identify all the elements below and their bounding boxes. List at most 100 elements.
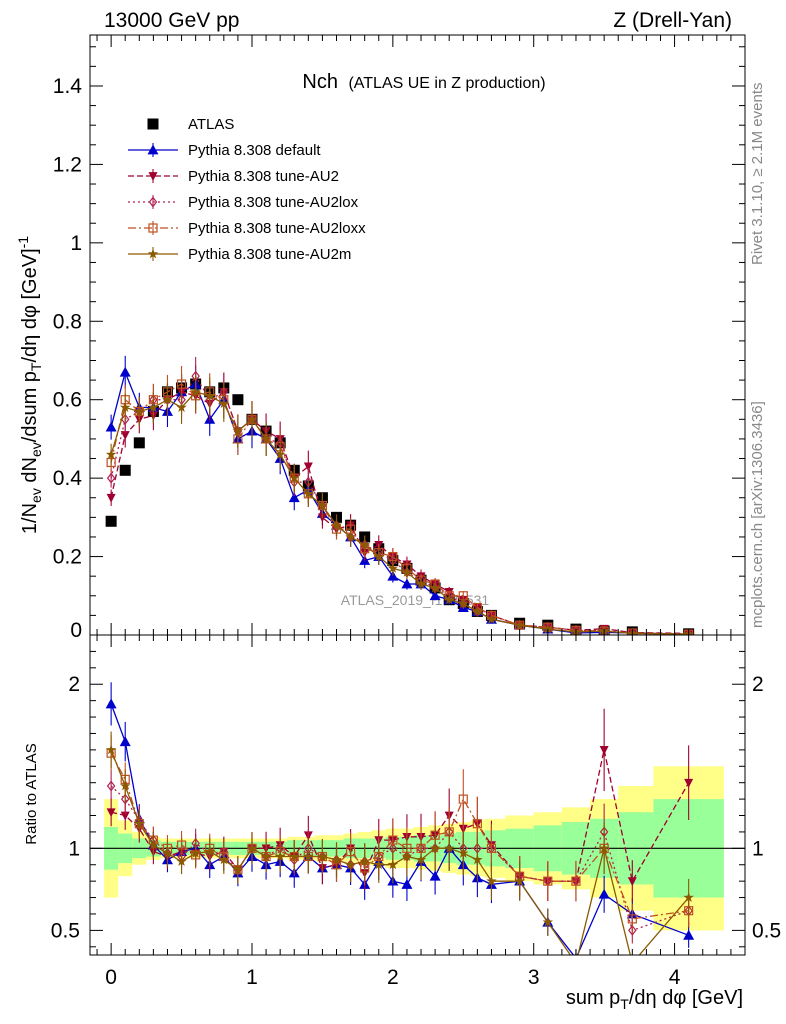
legend-marker <box>148 196 158 208</box>
ratio-point <box>429 870 441 881</box>
main-point <box>542 623 553 634</box>
ratio-point <box>106 780 116 792</box>
ratio-point <box>260 851 272 861</box>
main-point <box>514 619 525 630</box>
y-tick-label: 0.6 <box>53 389 82 412</box>
main-point <box>458 598 469 609</box>
main-point <box>260 433 272 444</box>
x-tick-label: 4 <box>669 966 681 989</box>
x-tick-label: 2 <box>387 966 399 989</box>
rivet-label: Rivet 3.1.10, ≥ 2.1M events <box>749 83 766 266</box>
ratio-point <box>176 856 187 866</box>
legend-item: ATLAS <box>147 116 234 133</box>
ratio-point <box>289 851 300 861</box>
ratio-frame <box>89 634 746 956</box>
ratio-point <box>119 736 131 747</box>
header-right: Z (Drell-Yan) <box>613 9 732 32</box>
legend-marker <box>148 172 158 181</box>
ratio-point <box>246 842 258 853</box>
main-point <box>106 472 116 484</box>
main-point <box>388 551 398 562</box>
main-point <box>119 366 131 377</box>
legend-marker <box>147 248 159 259</box>
ratio-point <box>345 859 356 870</box>
ratio-series-line <box>110 752 689 920</box>
ratio-point <box>571 876 581 886</box>
legend-label: Pythia 8.308 tune-AU2m <box>188 246 351 263</box>
ratio-point <box>162 847 173 858</box>
ratio-point <box>120 780 131 791</box>
ratio-series-line <box>110 749 690 955</box>
main-series-line <box>110 383 689 635</box>
legend-marker <box>147 118 159 130</box>
main-point <box>119 464 131 476</box>
chart-title: Nch <box>302 71 338 93</box>
ratio-point <box>628 924 637 936</box>
main-point <box>401 578 413 589</box>
ratio-point <box>105 744 117 755</box>
legend-label: Pythia 8.308 tune-AU2loxx <box>188 220 366 237</box>
axes-group: 0 1 2 3 4 0.2 0.4 0.6 0.8 1 1.2 1.4 0 0.5 0.5 1 1 2 2 <box>51 34 781 989</box>
main-point <box>105 449 117 460</box>
ratio-point <box>106 808 116 818</box>
main-point <box>303 488 314 499</box>
y-tick-label: 0.4 <box>53 467 83 490</box>
main-point <box>387 562 399 573</box>
main-point <box>387 570 399 581</box>
main-point <box>232 425 244 436</box>
x-tick-label: 3 <box>528 966 540 989</box>
main-point <box>106 493 116 503</box>
legend-item: Pythia 8.308 tune-AU2m <box>128 246 351 263</box>
legend-label: Pythia 8.308 default <box>188 142 321 159</box>
ratio-point <box>458 847 469 858</box>
main-point <box>429 590 441 601</box>
ratio-y-tick-label-right: 1 <box>752 837 764 860</box>
main-point <box>246 413 258 424</box>
main-point <box>218 398 229 409</box>
main-series-line <box>110 391 689 635</box>
main-ylabel: 1/Nev dNev/dsum pT/dη dφ [GeV]-1 <box>15 236 44 534</box>
ratio-point <box>598 888 610 899</box>
main-point <box>133 437 145 449</box>
ratio-series-line <box>110 785 689 932</box>
main-point <box>176 379 187 389</box>
main-point <box>134 406 145 416</box>
main-point <box>317 500 328 510</box>
ratio-point <box>472 854 483 865</box>
ratio-point <box>514 875 525 886</box>
ratio-point <box>232 864 244 875</box>
ratio-series-line <box>110 703 689 955</box>
ratio-point <box>486 843 497 853</box>
main-point <box>288 492 300 503</box>
main-point <box>289 472 300 483</box>
main-series-line <box>110 374 689 635</box>
y-tick-label: 1 <box>70 232 82 255</box>
ratio-ylabel: Ratio to ATLAS <box>23 743 40 844</box>
y-tick-label: 1.2 <box>53 153 82 176</box>
ratio-point <box>134 818 145 829</box>
main-point <box>120 413 130 425</box>
main-point <box>373 551 384 561</box>
legend-label: ATLAS <box>188 116 234 133</box>
legend: ATLAS Pythia 8.308 default Pythia 8.308 tu… <box>128 116 366 263</box>
ratio-point <box>387 859 399 870</box>
main-point <box>331 519 342 530</box>
ratio-y-tick-label: 0.5 <box>51 919 80 942</box>
ratio-point <box>598 842 610 853</box>
ratio-point <box>486 875 497 886</box>
main-point <box>486 613 497 624</box>
y-tick-label: 0 <box>70 619 82 642</box>
ratio-point <box>429 842 441 853</box>
ratio-point <box>373 859 384 870</box>
ratio-series-line <box>110 749 690 883</box>
ratio-point <box>274 851 286 861</box>
legend-marker <box>147 144 159 155</box>
ratio-point <box>401 878 413 889</box>
ratio-point <box>359 856 370 866</box>
main-point <box>303 462 313 472</box>
ratio-point <box>543 876 553 886</box>
main-point <box>162 394 173 405</box>
ratio-y-tick-label-right: 0.5 <box>752 919 781 942</box>
main-point <box>232 394 244 406</box>
